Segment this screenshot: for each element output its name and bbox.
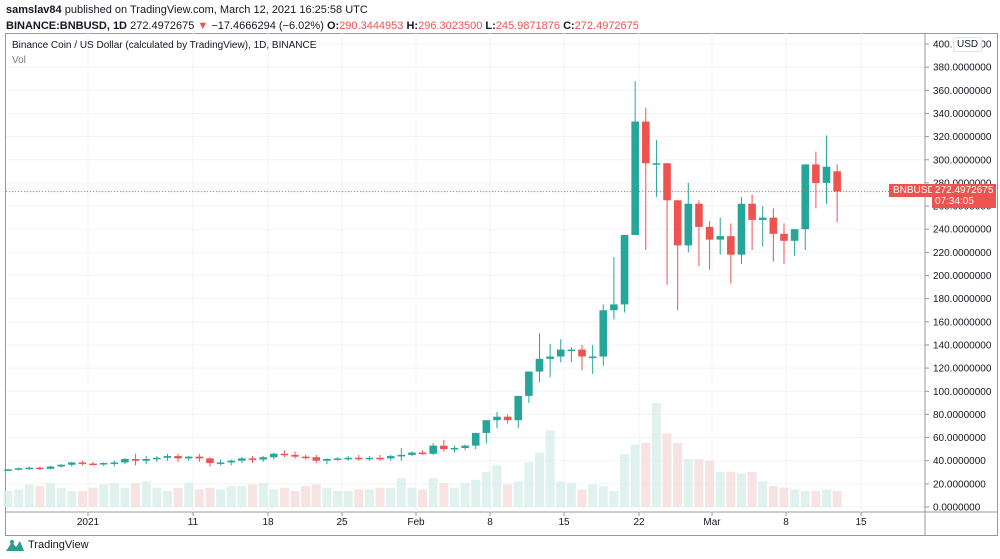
open-label: O: (326, 20, 340, 32)
open-value: 290.3444953 (339, 20, 404, 32)
svg-text:360.0000000: 360.0000000 (933, 86, 992, 97)
svg-text:40.0000000: 40.0000000 (933, 456, 986, 467)
publish-info: samslav84 published on TradingView.com, … (6, 4, 368, 16)
svg-text:220.0000000: 220.0000000 (933, 248, 992, 259)
published-text: published on TradingView.com, March 12, … (64, 4, 368, 16)
close-label: C: (563, 20, 575, 32)
svg-text:80.0000000: 80.0000000 (933, 410, 986, 421)
svg-text:25: 25 (336, 517, 348, 528)
svg-text:180.0000000: 180.0000000 (933, 294, 992, 305)
down-arrow-icon: ▼ (197, 20, 209, 32)
chart-legend: Binance Coin / US Dollar (calculated by … (12, 40, 316, 66)
tradingview-logo-icon (6, 540, 24, 551)
svg-text:140.0000000: 140.0000000 (933, 340, 992, 351)
svg-text:2021: 2021 (77, 517, 100, 528)
svg-text:120.0000000: 120.0000000 (933, 364, 992, 375)
series-title: Binance Coin / US Dollar (calculated by … (12, 40, 317, 51)
last-price-tag: 272.4972675 07:34:05 (932, 184, 996, 208)
svg-text:100.0000000: 100.0000000 (933, 387, 992, 398)
svg-text:Mar: Mar (703, 517, 721, 528)
change: −17.4666294 (−6.02%) (211, 20, 324, 32)
last-price-value: 272.4972675 (935, 185, 994, 196)
svg-text:8: 8 (487, 517, 493, 528)
svg-text:0.0000000: 0.0000000 (933, 503, 981, 514)
publisher-name: samslav84 (6, 4, 62, 16)
svg-text:380.0000000: 380.0000000 (933, 63, 992, 74)
bar-countdown: 07:34:05 (935, 196, 974, 207)
svg-text:15: 15 (558, 517, 570, 528)
chart-frame[interactable] (5, 33, 998, 536)
volume-label: Vol (12, 55, 26, 66)
svg-text:22: 22 (633, 517, 645, 528)
svg-text:280.0000000: 280.0000000 (933, 178, 992, 189)
high-value: 296.3023500 (418, 20, 483, 32)
svg-text:300.0000000: 300.0000000 (933, 155, 992, 166)
last-price: 272.4972675 (130, 20, 195, 32)
high-label: H: (406, 20, 419, 32)
svg-text:Feb: Feb (407, 517, 425, 528)
svg-text:240.0000000: 240.0000000 (933, 225, 992, 236)
svg-text:18: 18 (262, 517, 274, 528)
symbol-tag: BNBUSD (889, 184, 939, 197)
svg-text:15: 15 (855, 517, 867, 528)
svg-text:60.0000000: 60.0000000 (933, 433, 986, 444)
low-label: L: (485, 20, 496, 32)
svg-text:11: 11 (188, 517, 199, 528)
svg-text:340.0000000: 340.0000000 (933, 109, 992, 120)
tradingview-logo[interactable]: TradingView (6, 539, 89, 551)
close-value: 272.4972675 (574, 20, 639, 32)
svg-text:20.0000000: 20.0000000 (933, 479, 986, 490)
svg-text:320.0000000: 320.0000000 (933, 132, 992, 143)
brand-name: TradingView (28, 539, 89, 551)
currency-label[interactable]: USD (953, 37, 983, 52)
symbol: BINANCE:BNBUSD, 1D (6, 20, 128, 32)
svg-text:160.0000000: 160.0000000 (933, 317, 992, 328)
ohlc-summary: BINANCE:BNBUSD, 1D 272.4972675 ▼ −17.466… (6, 20, 639, 32)
svg-text:8: 8 (783, 517, 789, 528)
low-value: 245.9871876 (495, 20, 560, 32)
svg-text:200.0000000: 200.0000000 (933, 271, 992, 282)
